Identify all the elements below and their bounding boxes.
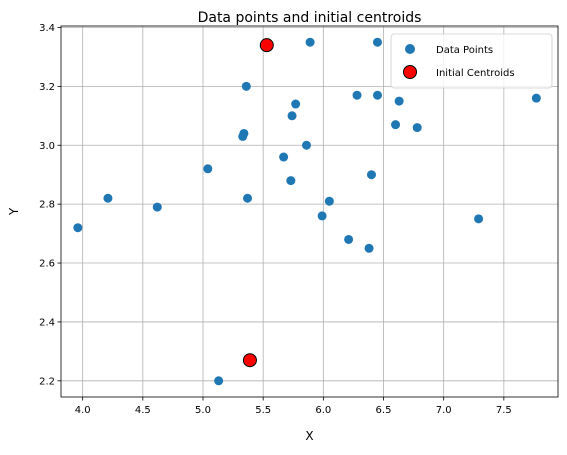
legend: Data Points Initial Centroids — [390, 33, 553, 89]
data-point — [287, 111, 297, 121]
data-point — [366, 170, 376, 180]
x-tick-label: 5.5 — [255, 405, 271, 416]
data-point — [203, 164, 213, 174]
legend-label-initial-centroids: Initial Centroids — [436, 68, 515, 79]
y-tick-label: 2.2 — [39, 376, 55, 387]
data-point — [474, 214, 484, 224]
axis-ticks: 4.0 4.5 5.0 5.5 6.0 6.5 7.0 7.5 2.2 2.4 2.6 2.8 3.0 3… — [39, 23, 512, 416]
centroid-point — [259, 38, 274, 53]
data-point — [152, 202, 162, 212]
data-point — [301, 140, 311, 150]
legend-marker-data-points — [405, 44, 415, 54]
data-point — [73, 223, 83, 233]
data-points — [73, 37, 541, 386]
plot-frame — [60, 25, 559, 398]
x-tick-label: 4.5 — [135, 405, 151, 416]
data-point — [305, 37, 315, 47]
y-axis-label: Y — [7, 207, 21, 216]
data-point — [391, 120, 401, 130]
data-point — [372, 37, 382, 47]
data-point — [344, 234, 354, 244]
data-point — [214, 376, 224, 386]
data-point — [372, 90, 382, 100]
x-tick-label: 7.5 — [496, 405, 512, 416]
x-tick-label: 6.0 — [315, 405, 331, 416]
y-tick-label: 2.4 — [39, 317, 55, 328]
data-point — [291, 99, 301, 109]
x-tick-label: 4.0 — [75, 405, 91, 416]
data-point — [364, 243, 374, 253]
data-point — [243, 193, 253, 203]
data-point — [324, 196, 334, 206]
legend-box — [390, 33, 553, 89]
legend-label-data-points: Data Points — [436, 45, 493, 56]
data-point — [317, 211, 327, 221]
data-point — [394, 96, 404, 106]
chart-title: Data points and initial centroids — [198, 10, 422, 26]
x-axis-label: X — [305, 429, 313, 443]
y-tick-label: 2.6 — [39, 259, 55, 270]
legend-marker-initial-centroids — [403, 65, 417, 79]
y-tick-label: 3.2 — [39, 82, 55, 93]
y-tick-label: 3.4 — [39, 23, 55, 34]
x-tick-label: 5.0 — [195, 405, 211, 416]
centroid-point — [242, 353, 257, 368]
data-point — [279, 152, 289, 162]
data-point — [103, 193, 113, 203]
y-tick-label: 2.8 — [39, 200, 55, 211]
data-point — [531, 93, 541, 103]
x-tick-label: 7.0 — [436, 405, 452, 416]
data-point — [412, 123, 422, 133]
data-point — [239, 128, 249, 138]
y-tick-label: 3.0 — [39, 141, 55, 152]
data-point — [241, 81, 251, 91]
data-point — [286, 176, 296, 186]
x-tick-label: 6.5 — [376, 405, 392, 416]
data-point — [352, 90, 362, 100]
